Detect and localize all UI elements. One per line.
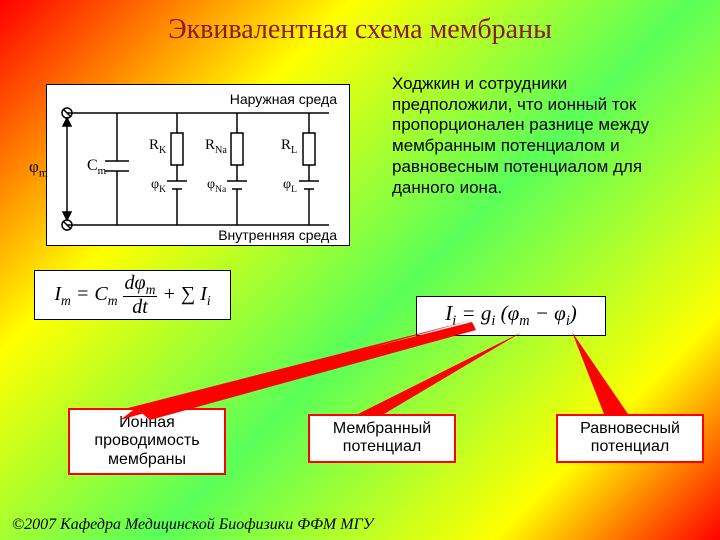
circuit-diagram: Наружная среда Внутренняя среда φm Cm RK… <box>46 84 350 246</box>
label-phil: φL <box>283 177 297 195</box>
label-phina: φNa <box>207 177 226 195</box>
label-inside: Внутренняя среда <box>218 227 337 243</box>
label-outside: Наружная среда <box>230 91 337 107</box>
pointer-3 <box>572 332 628 414</box>
label-rk: RK <box>149 137 166 156</box>
description-text: Ходжкин и сотрудники предположили, что и… <box>392 74 692 198</box>
callout-equilibrium-potential: Равновесный потенциал <box>556 414 704 463</box>
callout-membrane-potential: Мембранный потенциал <box>308 414 456 463</box>
pointer-2 <box>358 332 522 414</box>
page-title: Эквивалентная схема мембраны <box>0 14 720 46</box>
callout-ionic-conductance: Ионная проводимость мембраны <box>68 408 226 475</box>
label-cm: Cm <box>87 157 106 177</box>
footer-copyright: ©2007 Кафедра Медицинской Биофизики ФФМ … <box>12 516 373 534</box>
equation-2: Ii = gi (φm − φi) <box>416 296 606 336</box>
label-phi-m: φm <box>29 157 48 179</box>
label-phik: φK <box>151 177 166 195</box>
equation-1: Im = Cm dφm dt + ∑ Ii <box>34 270 231 320</box>
label-rl: RL <box>281 137 297 156</box>
label-rna: RNa <box>205 137 227 156</box>
